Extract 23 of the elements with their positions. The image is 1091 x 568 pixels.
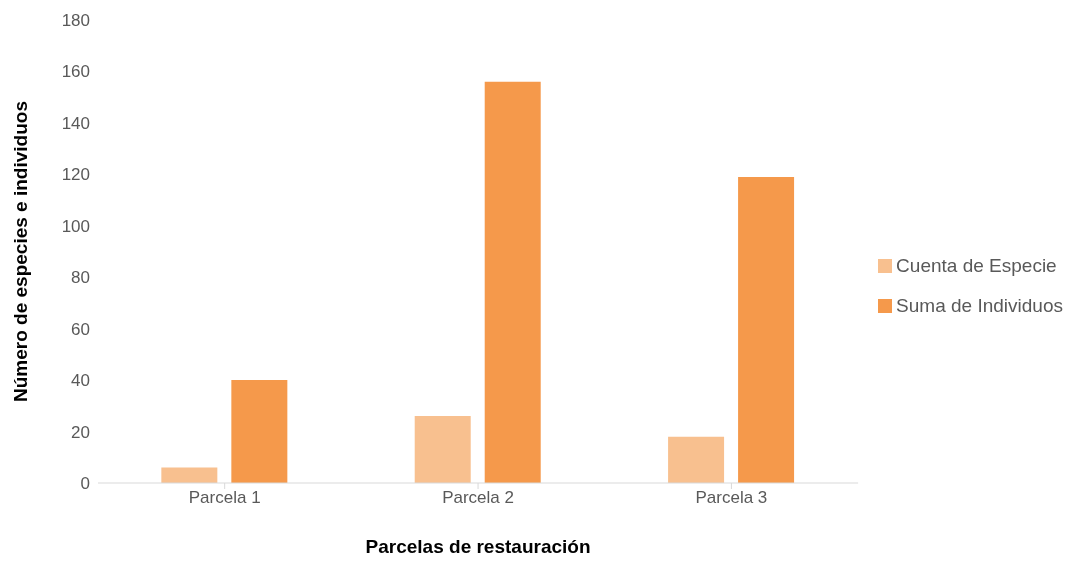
y-axis-title: Número de especies e individuos [9,101,31,402]
y-tick-label: 0 [80,474,90,494]
y-tick-label: 180 [61,11,90,31]
bar [738,176,795,483]
bar [161,467,218,483]
x-tick-label: Parcela 1 [188,488,261,508]
x-tick-label: Parcela 3 [695,488,768,508]
bar [231,380,288,483]
y-tick-label: 40 [71,371,90,391]
legend-label: Cuenta de Especie [896,254,1057,276]
legend-label: Suma de Individuos [896,294,1063,316]
y-tick-label: 60 [71,319,90,339]
x-tick-label: Parcela 2 [442,488,514,508]
bar [668,436,725,483]
y-tick-label: 160 [61,62,90,82]
y-tick-label: 100 [61,216,90,236]
bar [484,81,541,483]
y-tick-label: 140 [61,113,90,133]
x-axis-title: Parcelas de restauración [365,536,591,557]
y-tick-label: 20 [71,422,90,442]
y-tick-label: 80 [71,268,90,288]
y-tick-label: 120 [61,165,90,185]
bar [414,416,471,483]
